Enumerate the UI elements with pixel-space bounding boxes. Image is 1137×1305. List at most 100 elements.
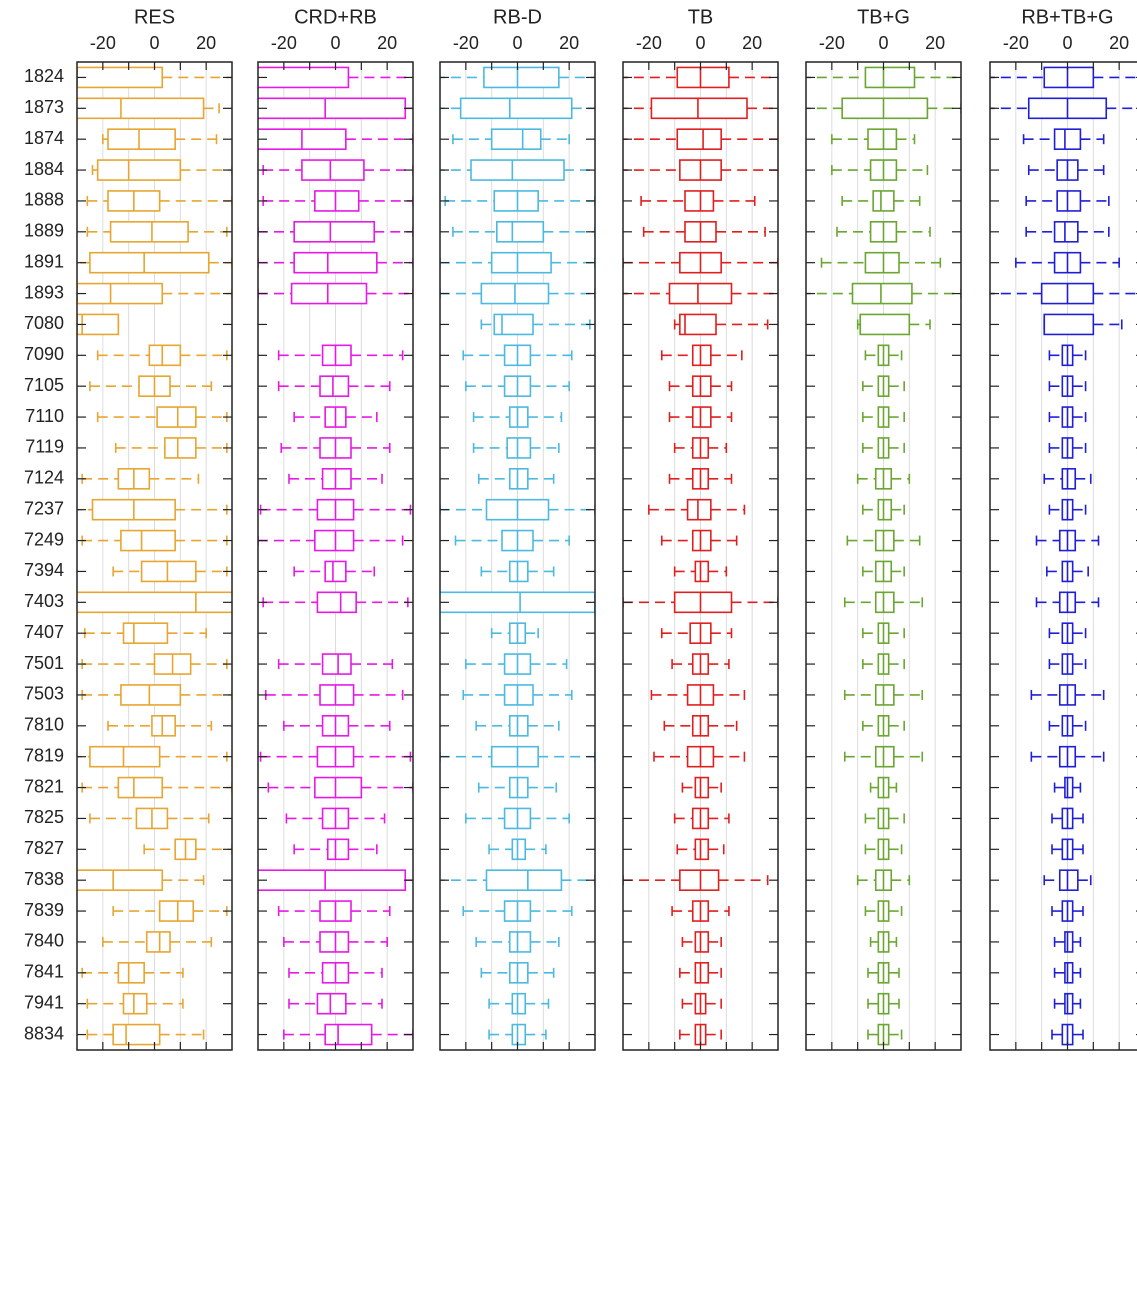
box <box>877 498 893 521</box>
category-label: 7237 <box>24 498 64 518</box>
panel-border <box>805 61 962 1051</box>
box <box>89 251 210 274</box>
box <box>1064 931 1074 953</box>
box <box>490 251 552 274</box>
box <box>650 97 748 120</box>
box <box>511 838 527 861</box>
box <box>508 715 529 737</box>
box <box>77 66 164 89</box>
box <box>122 622 169 644</box>
box <box>324 560 347 583</box>
box <box>319 375 350 397</box>
category-label: 7080 <box>24 313 64 333</box>
category-label: 7839 <box>24 900 64 920</box>
box <box>314 529 355 552</box>
box <box>459 97 573 120</box>
panel-title: TB+G <box>857 6 910 28</box>
category-label: 7105 <box>24 375 64 395</box>
box <box>120 529 176 552</box>
box <box>96 159 182 181</box>
box <box>864 251 900 274</box>
x-tick-label: 0 <box>878 33 888 53</box>
category-label: 7501 <box>24 653 64 673</box>
box <box>485 869 563 891</box>
x-tick-label: 0 <box>512 33 522 53</box>
panel <box>440 62 595 1050</box>
category-label: 7124 <box>24 468 64 488</box>
category-label: 7838 <box>24 869 64 889</box>
box <box>691 344 712 367</box>
box <box>440 591 595 614</box>
panel-title: CRD+RB <box>294 6 377 28</box>
x-tick-label: -20 <box>636 33 662 53</box>
box <box>301 159 365 181</box>
panel-border <box>76 61 233 1051</box>
category-label: 7119 <box>25 437 64 457</box>
box <box>321 468 352 490</box>
box <box>120 684 182 706</box>
x-tick-label: 0 <box>330 33 340 53</box>
box <box>851 282 913 305</box>
box <box>694 931 710 953</box>
box <box>1043 66 1095 89</box>
panel-title: RES <box>134 6 175 28</box>
panel-border <box>989 61 1137 1051</box>
box <box>684 190 715 212</box>
box <box>511 992 527 1015</box>
box <box>164 437 197 459</box>
box <box>508 468 529 490</box>
panel-border <box>439 61 596 1051</box>
panel-title: RB+TB+G <box>1021 6 1113 28</box>
box <box>694 838 710 861</box>
box <box>89 745 161 768</box>
panel <box>77 62 232 1050</box>
box <box>107 128 176 150</box>
box <box>483 66 560 89</box>
box <box>316 992 347 1015</box>
category-label: 1891 <box>24 251 64 271</box>
category-label: 1873 <box>24 97 64 117</box>
panel <box>623 62 778 1050</box>
category-label: 1893 <box>24 282 64 302</box>
box <box>867 128 898 150</box>
x-tick-label: -20 <box>1003 33 1029 53</box>
box <box>493 313 534 336</box>
box <box>151 715 176 737</box>
panel <box>990 62 1137 1050</box>
category-label: 7110 <box>25 406 64 426</box>
box <box>511 1023 527 1046</box>
box <box>508 406 529 428</box>
box <box>493 190 539 212</box>
x-tick-label: -20 <box>90 33 116 53</box>
x-tick-label: 20 <box>1109 33 1129 53</box>
box <box>668 282 733 305</box>
category-label: 7841 <box>24 962 64 982</box>
box <box>859 313 911 336</box>
category-label: 1888 <box>24 190 64 210</box>
x-tick-label: 20 <box>377 33 397 53</box>
category-label: 7394 <box>24 560 64 580</box>
box <box>319 684 355 706</box>
category-label: 1824 <box>24 66 64 86</box>
box <box>316 591 357 614</box>
box <box>679 869 720 891</box>
box <box>117 776 164 799</box>
panel-border <box>622 61 779 1051</box>
box <box>156 406 197 428</box>
box <box>691 375 712 397</box>
category-label: 7825 <box>24 807 64 827</box>
box <box>326 838 350 861</box>
box <box>1056 190 1082 212</box>
box <box>148 344 182 367</box>
category-label: 7810 <box>24 715 64 735</box>
category-label: 7503 <box>24 684 64 704</box>
x-tick-label: -20 <box>819 33 845 53</box>
x-tick-label: 20 <box>196 33 216 53</box>
x-tick-label: -20 <box>271 33 297 53</box>
box <box>694 776 710 799</box>
box <box>321 653 352 675</box>
box <box>258 66 350 89</box>
category-label: 7827 <box>24 838 64 858</box>
box <box>673 591 733 614</box>
